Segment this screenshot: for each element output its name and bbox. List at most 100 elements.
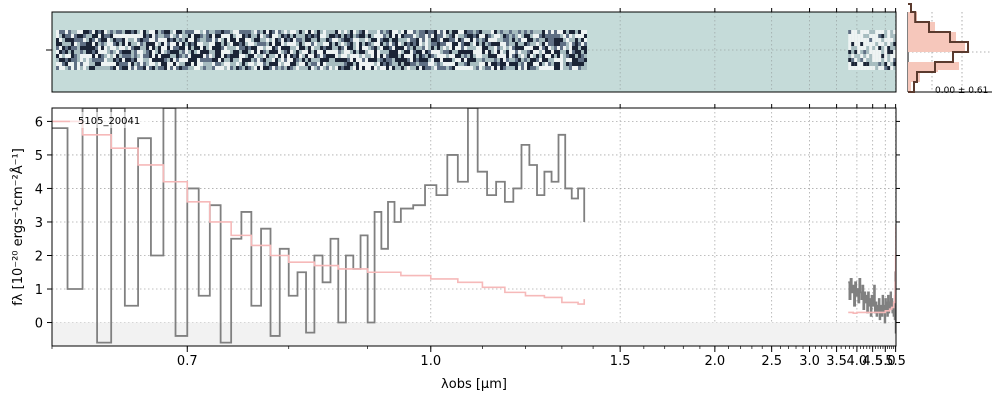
- trace-pixel-blue: [74, 58, 77, 62]
- trace-pixel-blue: [563, 54, 566, 58]
- trace-pixel-blue: [143, 30, 146, 34]
- trace-pixel-blue: [128, 66, 131, 70]
- trace-pixel-blue: [56, 38, 59, 42]
- trace-pixel-blue: [59, 50, 62, 54]
- trace-pixel-blue: [92, 46, 95, 50]
- trace-pixel-blue: [125, 38, 128, 42]
- trace-pixel-blue: [494, 66, 497, 70]
- trace-pixel-blue: [506, 54, 509, 58]
- trace-pixel-blue: [578, 38, 581, 42]
- trace-pixel-blue: [290, 66, 293, 70]
- trace-pixel-blue: [104, 34, 107, 38]
- trace-pixel-blue: [275, 50, 278, 54]
- trace-pixel-blue: [71, 54, 74, 58]
- trace-pixel-blue: [530, 66, 533, 70]
- trace-pixel-blue: [194, 30, 197, 34]
- trace-pixel-red: [848, 54, 852, 58]
- x-tick-label: 0.7: [177, 354, 198, 369]
- trace-pixel-blue: [404, 42, 407, 46]
- trace-pixel-blue: [536, 66, 539, 70]
- trace-pixel-blue: [503, 42, 506, 46]
- trace-pixel-blue: [212, 58, 215, 62]
- trace-pixel-blue: [407, 66, 410, 70]
- histogram-panel: 0.00 ± 0.61: [907, 3, 992, 96]
- trace-pixel-blue: [104, 38, 107, 42]
- trace-pixel-blue: [134, 62, 137, 66]
- trace-pixel-blue: [287, 62, 290, 66]
- trace-pixel-blue: [488, 38, 491, 42]
- trace-pixel-blue: [452, 66, 455, 70]
- trace-pixel-blue: [476, 58, 479, 62]
- trace-pixel-blue: [344, 66, 347, 70]
- trace-pixel-blue: [434, 62, 437, 66]
- trace-pixel-blue: [392, 38, 395, 42]
- trace-pixel-blue: [98, 34, 101, 38]
- trace-pixel-blue: [257, 30, 260, 34]
- trace-pixel-blue: [56, 42, 59, 46]
- trace-pixel-blue: [245, 42, 248, 46]
- trace-pixel-blue: [116, 62, 119, 66]
- trace-pixel-blue: [149, 34, 152, 38]
- trace-pixel-blue: [416, 50, 419, 54]
- trace-pixel-blue: [425, 46, 428, 50]
- trace-pixel-blue: [152, 66, 155, 70]
- trace-pixel-blue: [551, 62, 554, 66]
- trace-pixel-blue: [173, 62, 176, 66]
- trace-pixel-blue: [80, 62, 83, 66]
- trace-pixel-blue: [197, 42, 200, 46]
- trace-pixel-blue: [185, 58, 188, 62]
- trace-pixel-blue: [557, 34, 560, 38]
- trace-pixel-blue: [434, 30, 437, 34]
- trace-pixel-red: [869, 30, 873, 34]
- trace-pixel-blue: [278, 38, 281, 42]
- trace-pixel-blue: [437, 62, 440, 66]
- trace-pixel-blue: [572, 34, 575, 38]
- trace-pixel-blue: [551, 46, 554, 50]
- trace-pixel-blue: [455, 62, 458, 66]
- trace-pixel-blue: [122, 58, 125, 62]
- trace-pixel-red: [866, 42, 870, 46]
- trace-pixel-blue: [431, 50, 434, 54]
- trace-pixel-blue: [251, 34, 254, 38]
- trace-pixel-red: [890, 50, 894, 54]
- trace-pixel-blue: [59, 42, 62, 46]
- trace-pixel-red: [854, 42, 858, 46]
- trace-pixel-red: [875, 58, 879, 62]
- trace-pixel-blue: [122, 42, 125, 46]
- trace-pixel-blue: [311, 54, 314, 58]
- trace-pixel-blue: [278, 42, 281, 46]
- trace-pixel-blue: [416, 62, 419, 66]
- trace-pixel-red: [878, 30, 882, 34]
- trace-pixel-blue: [503, 46, 506, 50]
- trace-pixel-blue: [74, 62, 77, 66]
- object-label: 5105_20041: [78, 116, 140, 127]
- trace-pixel-blue: [380, 66, 383, 70]
- trace-pixel-red: [857, 30, 861, 34]
- trace-pixel-blue: [239, 66, 242, 70]
- trace-pixel-blue: [179, 66, 182, 70]
- trace-pixel-blue: [422, 62, 425, 66]
- trace-pixel-blue: [527, 66, 530, 70]
- trace-pixel-blue: [485, 50, 488, 54]
- trace-pixel-blue: [581, 62, 584, 66]
- trace-pixel-blue: [311, 38, 314, 42]
- trace-pixel-blue: [452, 38, 455, 42]
- trace-pixel-blue: [86, 54, 89, 58]
- trace-pixel-blue: [119, 54, 122, 58]
- trace-pixel-blue: [560, 58, 563, 62]
- trace-pixel-blue: [194, 38, 197, 42]
- trace-pixel-red: [851, 42, 855, 46]
- trace-pixel-blue: [260, 34, 263, 38]
- trace-pixel-blue: [473, 46, 476, 50]
- trace-pixel-blue: [236, 46, 239, 50]
- trace-pixel-blue: [524, 50, 527, 54]
- trace-pixel-blue: [56, 54, 59, 58]
- trace-pixel-blue: [149, 62, 152, 66]
- trace-pixel-blue: [101, 58, 104, 62]
- trace-pixel-blue: [506, 58, 509, 62]
- trace-pixel-blue: [419, 62, 422, 66]
- trace-pixel-blue: [317, 62, 320, 66]
- trace-pixel-blue: [212, 66, 215, 70]
- trace-pixel-blue: [128, 42, 131, 46]
- trace-pixel-blue: [128, 54, 131, 58]
